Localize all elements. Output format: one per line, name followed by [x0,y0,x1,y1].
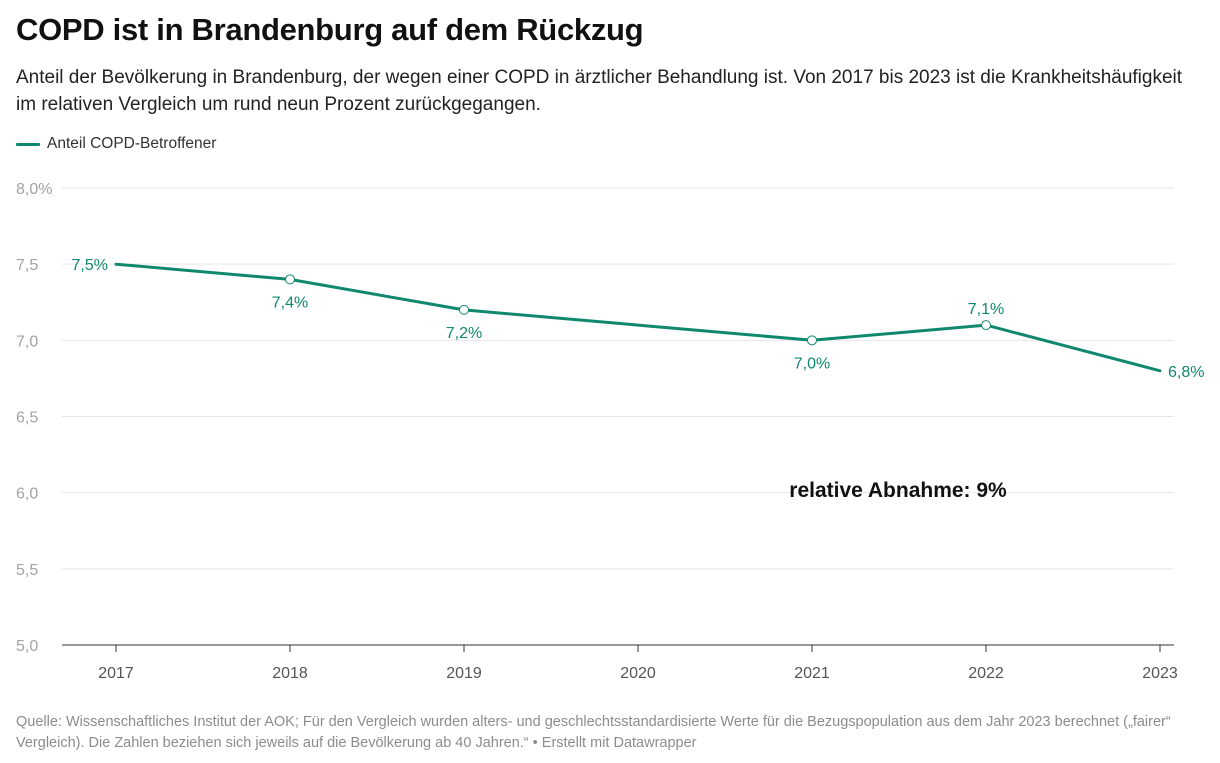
x-tick-label: 2017 [98,665,134,682]
y-tick-label: 7,5 [16,257,38,274]
legend-label: Anteil COPD-Betroffener [47,135,217,152]
y-tick-label: 8,0% [16,181,52,198]
x-tick-label: 2018 [272,665,308,682]
x-axis: 2017 2018 2019 2020 2021 2022 2023 [62,644,1178,682]
data-point-marker [285,274,295,285]
y-tick-label: 6,0 [16,486,38,503]
x-tick-label: 2021 [794,665,830,682]
y-tick-label: 7,0 [16,333,38,350]
x-tick-label: 2020 [620,665,656,682]
data-point-marker [459,304,469,315]
data-label: 6,8% [1168,364,1204,381]
y-tick-label: 5,0 [16,638,38,655]
data-point-marker [807,335,817,346]
x-tick-label: 2023 [1142,665,1178,682]
line-chart: 5,05,56,06,57,07,58,0% 2017 2018 2019 2020 2… [16,181,1205,682]
annotation-relative-decrease: relative Abnahme: 9% [789,479,1007,502]
point-markers [285,274,991,346]
source-note: Quelle: Wissenschaftliches Institut der … [16,714,1171,751]
y-tick-label: 6,5 [16,410,38,427]
gridlines [62,187,1174,570]
chart-subtitle: Anteil der Bevölkerung in Brandenburg, d… [16,67,1183,115]
data-labels: 7,5% 7,4% 7,2% 7,0% 7,1% 6,8% [72,257,1205,381]
data-label: 7,2% [446,325,482,342]
data-label: 7,4% [272,294,308,311]
x-tick-label: 2022 [968,665,1004,682]
x-tick-label: 2019 [446,665,482,682]
data-point-marker [981,320,991,331]
data-label: 7,1% [968,301,1004,318]
data-label: 7,0% [794,355,830,372]
legend-line-swatch [16,142,40,146]
y-tick-label: 5,5 [16,562,38,579]
chart-title: COPD ist in Brandenburg auf dem Rückzug [16,12,644,47]
legend: Anteil COPD-Betroffener [16,135,216,153]
y-tick-labels: 5,0 5,5 6,0 6,5 7,0 7,5 8,0% [16,181,52,655]
data-label: 7,5% [72,257,108,274]
